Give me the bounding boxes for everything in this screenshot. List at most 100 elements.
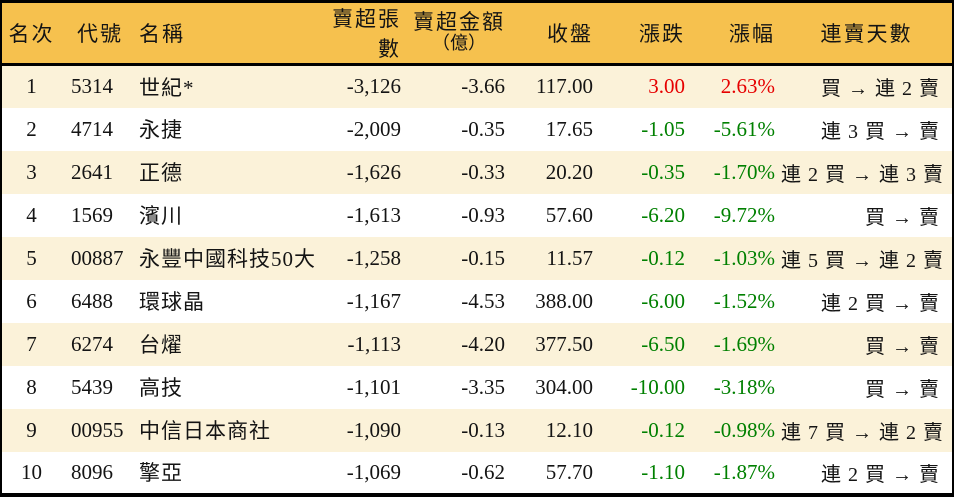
rank-cell: 6	[26, 288, 37, 313]
name-cell: 高技	[139, 376, 183, 400]
change-pct-cell: -3.18%	[713, 374, 775, 399]
sell-amount-header-line2: （億）	[432, 32, 486, 53]
close-cell: 20.20	[545, 159, 593, 184]
code-cell: 6488	[71, 288, 113, 313]
sell-amount-header: 賣超金額 （億）	[407, 1, 511, 66]
table-row: 1 5314 世紀* -3,126 -3.66 117.00 3.00 2.63…	[1, 64, 953, 108]
sell-amount-cell: -4.20	[461, 331, 505, 356]
table-header: 名次 代號 名稱 賣超張數 賣超金額 （億） 收盤 漲跌 漲幅 連賣天數	[1, 1, 953, 66]
sell-amount-cell: -3.66	[461, 74, 505, 99]
rank-cell: 3	[26, 159, 37, 184]
change-cell: -6.50	[641, 331, 685, 356]
table-row: 7 6274 台燿 -1,113 -4.20 377.50 -6.50 -1.6…	[1, 322, 953, 366]
change-pct-cell: -0.98%	[713, 417, 775, 442]
change-header: 漲跌	[599, 1, 691, 66]
sell-volume-cell: -2,009	[346, 116, 401, 141]
close-cell: 388.00	[535, 288, 593, 313]
rank-cell: 8	[26, 374, 37, 399]
sell-volume-cell: -3,126	[346, 74, 401, 99]
sell-volume-header: 賣超張數	[311, 1, 407, 66]
rank-cell: 5	[26, 245, 37, 270]
change-cell: -0.35	[641, 159, 685, 184]
table-body: 1 5314 世紀* -3,126 -3.66 117.00 3.00 2.63…	[1, 64, 953, 495]
change-cell: -6.00	[641, 288, 685, 313]
name-cell: 世紀*	[139, 75, 195, 100]
close-cell: 377.50	[535, 331, 593, 356]
sell-volume-cell: -1,626	[346, 159, 401, 184]
change-cell: -10.00	[630, 374, 685, 399]
close-cell: 57.60	[545, 202, 593, 227]
sell-volume-cell: -1,613	[346, 202, 401, 227]
change-pct-cell: -1.69%	[713, 331, 775, 356]
close-header: 收盤	[511, 1, 599, 66]
name-cell: 中信日本商社	[139, 419, 271, 443]
streak-cell: 連 2 買 → 賣	[821, 292, 940, 315]
code-cell: 5439	[71, 374, 113, 399]
table-row: 6 6488 環球晶 -1,167 -4.53 388.00 -6.00 -1.…	[1, 279, 953, 323]
streak-header: 連賣天數	[781, 1, 953, 66]
sell-amount-cell: -0.15	[461, 245, 505, 270]
streak-cell: 買 → 賣	[865, 378, 940, 401]
table-row: 5 00887 永豐中國科技50大 -1,258 -0.15 11.57 -0.…	[1, 236, 953, 280]
sell-volume-cell: -1,101	[346, 374, 401, 399]
change-cell: -1.10	[641, 459, 685, 484]
sell-amount-cell: -0.33	[461, 159, 505, 184]
table-row: 9 00955 中信日本商社 -1,090 -0.13 12.10 -0.12 …	[1, 408, 953, 452]
rank-cell: 2	[26, 116, 37, 141]
sell-amount-header-lines: 賣超金額 （億）	[413, 11, 505, 52]
change-pct-cell: -1.87%	[713, 459, 775, 484]
rank-cell: 1	[26, 74, 37, 99]
close-cell: 117.00	[536, 74, 593, 99]
change-pct-cell: -1.52%	[713, 288, 775, 313]
change-pct-cell: -5.61%	[713, 116, 775, 141]
sell-amount-cell: -0.93	[461, 202, 505, 227]
streak-cell: 連 7 買 → 連 2 賣	[781, 421, 944, 444]
sell-volume-cell: -1,258	[346, 245, 401, 270]
close-cell: 17.65	[545, 116, 593, 141]
code-cell: 1569	[71, 202, 113, 227]
code-cell: 00887	[71, 245, 124, 270]
code-cell: 8096	[71, 459, 113, 484]
name-cell: 正德	[139, 161, 183, 185]
sell-amount-cell: -0.13	[461, 417, 505, 442]
change-pct-header: 漲幅	[691, 1, 781, 66]
change-cell: 3.00	[648, 74, 685, 99]
table-row: 3 2641 正德 -1,626 -0.33 20.20 -0.35 -1.70…	[1, 150, 953, 194]
table-row: 4 1569 濱川 -1,613 -0.93 57.60 -6.20 -9.72…	[1, 193, 953, 237]
sell-amount-cell: -0.62	[461, 459, 505, 484]
name-cell: 永豐中國科技50大	[139, 247, 316, 271]
change-pct-cell: -9.72%	[713, 202, 775, 227]
streak-cell: 連 5 買 → 連 2 賣	[781, 249, 944, 272]
rank-cell: 4	[26, 202, 37, 227]
code-cell: 2641	[71, 159, 113, 184]
code-cell: 4714	[71, 116, 113, 141]
change-cell: -6.20	[641, 202, 685, 227]
table-row: 10 8096 擎亞 -1,069 -0.62 57.70 -1.10 -1.8…	[1, 451, 953, 495]
change-pct-cell: -1.03%	[713, 245, 775, 270]
close-cell: 304.00	[535, 374, 593, 399]
streak-cell: 買 → 連 2 賣	[821, 78, 940, 101]
streak-cell: 買 → 賣	[865, 335, 940, 358]
name-cell: 濱川	[139, 204, 183, 228]
header-row: 名次 代號 名稱 賣超張數 賣超金額 （億） 收盤 漲跌 漲幅 連賣天數	[1, 1, 953, 66]
name-cell: 擎亞	[139, 461, 183, 485]
table-row: 2 4714 永捷 -2,009 -0.35 17.65 -1.05 -5.61…	[1, 107, 953, 151]
sell-volume-cell: -1,069	[346, 459, 401, 484]
change-pct-cell: -1.70%	[713, 159, 775, 184]
streak-cell: 連 2 買 → 連 3 賣	[781, 163, 944, 186]
streak-cell: 買 → 賣	[865, 206, 940, 229]
change-cell: -0.12	[641, 245, 685, 270]
table-row: 8 5439 高技 -1,101 -3.35 304.00 -10.00 -3.…	[1, 365, 953, 409]
name-cell: 永捷	[139, 118, 183, 142]
sell-amount-header-line1: 賣超金額	[413, 10, 505, 35]
name-cell: 台燿	[139, 333, 183, 357]
close-cell: 12.10	[545, 417, 593, 442]
code-cell: 5314	[71, 74, 113, 99]
code-header: 代號	[61, 1, 125, 66]
code-cell: 00955	[71, 417, 124, 442]
change-cell: -1.05	[641, 116, 685, 141]
rank-header: 名次	[1, 1, 61, 66]
streak-cell: 連 2 買 → 賣	[821, 463, 940, 486]
close-cell: 11.57	[546, 245, 593, 270]
